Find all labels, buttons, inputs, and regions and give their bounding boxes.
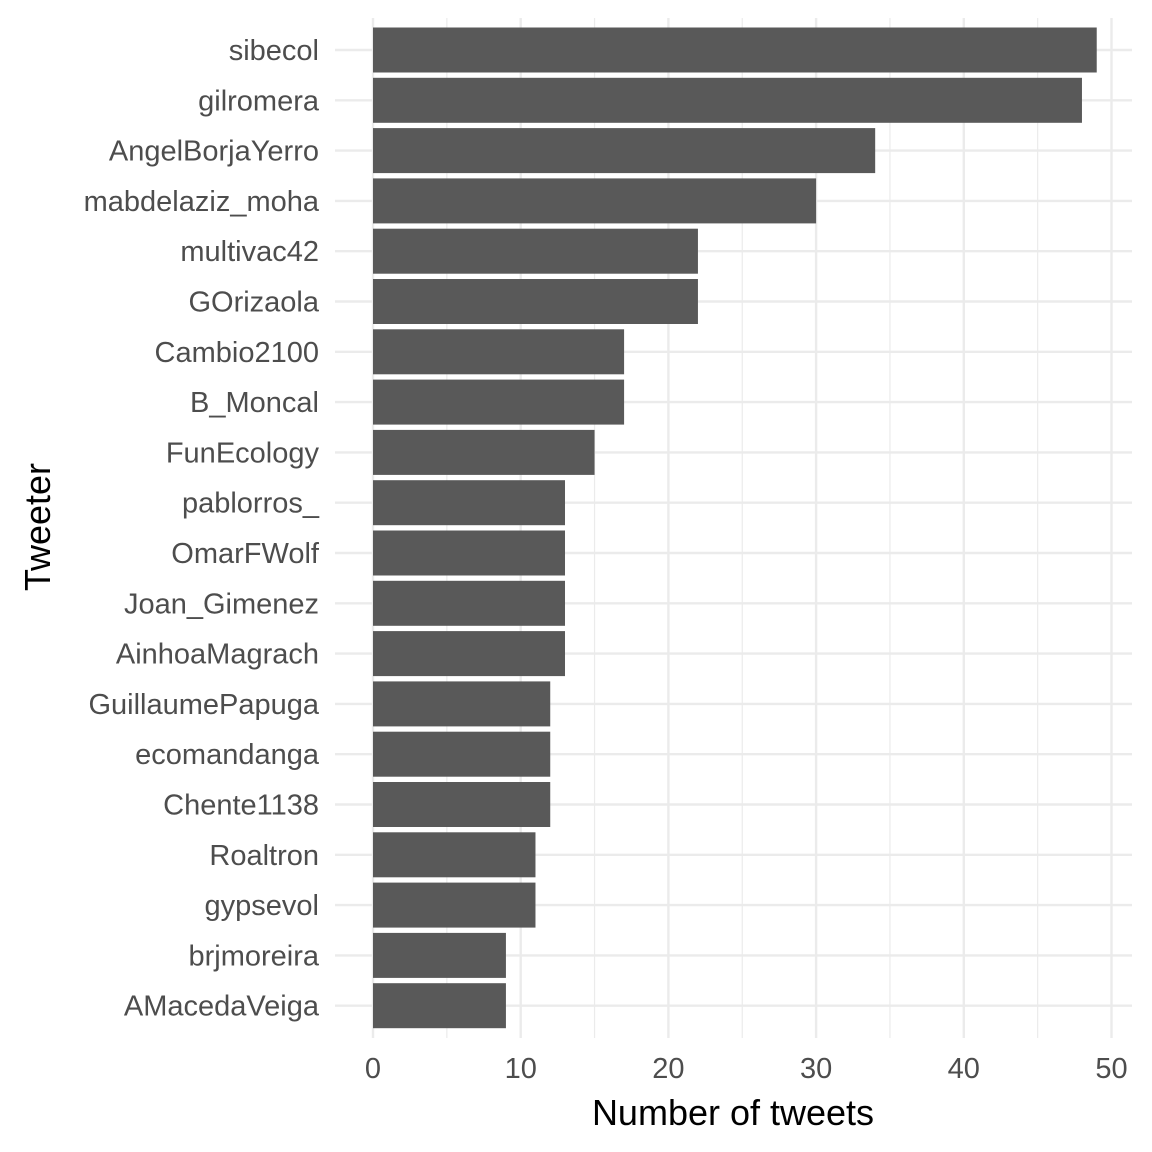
y-tick-label: gypsevol: [205, 890, 319, 922]
x-tick-label: 40: [948, 1053, 980, 1085]
bar: [373, 429, 595, 475]
y-tick-label: Chente1138: [163, 790, 319, 822]
bar: [373, 178, 817, 224]
y-tick-label: mabdelaziz_moha: [84, 186, 320, 218]
bars: [373, 27, 1097, 1029]
x-tick-label: 0: [365, 1053, 381, 1085]
bar: [373, 228, 698, 274]
bar: [373, 932, 506, 978]
x-axis-title: Number of tweets: [592, 1092, 874, 1133]
bar: [373, 631, 566, 677]
bar: [373, 731, 551, 777]
bar: [373, 782, 551, 827]
y-tick-label: AngelBorjaYerro: [109, 136, 319, 168]
bar: [373, 27, 1097, 73]
bar: [373, 279, 698, 324]
y-tick-label: pablorros_: [182, 488, 320, 520]
bar: [373, 530, 566, 576]
x-tick-label: 10: [505, 1053, 537, 1085]
y-tick-label: OmarFWolf: [171, 538, 320, 570]
y-tick-label: GOrizaola: [188, 287, 319, 319]
x-tick-label: 20: [652, 1053, 684, 1085]
x-tick-label: 30: [800, 1053, 832, 1085]
y-tick-label: ecomandanga: [135, 739, 320, 771]
y-tick-label: GuillaumePapuga: [88, 689, 319, 721]
bar: [373, 832, 536, 878]
bar: [373, 480, 566, 526]
y-axis-title: Tweeter: [17, 463, 58, 591]
bar: [373, 882, 536, 928]
y-tick-labels: sibecol gilromera AngelBorjaYerro mabdelazi…: [84, 35, 320, 1023]
y-tick-label: FunEcology: [166, 437, 320, 469]
y-tick-label: Cambio2100: [155, 337, 319, 369]
bar: [373, 329, 625, 375]
y-tick-label: brjmoreira: [188, 940, 319, 972]
y-tick-label: gilromera: [198, 85, 320, 117]
x-tick-labels: 0 10 20 30 40 50: [365, 1053, 1128, 1085]
bar: [373, 983, 506, 1029]
bar: [373, 681, 551, 727]
y-tick-label: Roaltron: [209, 840, 319, 872]
y-tick-label: AMacedaVeiga: [124, 991, 320, 1023]
y-tick-label: Joan_Gimenez: [124, 588, 319, 620]
y-tick-label: sibecol: [229, 35, 319, 67]
bar: [373, 379, 625, 425]
bar: [373, 128, 876, 174]
x-tick-label: 50: [1095, 1053, 1127, 1085]
y-tick-label: multivac42: [180, 236, 319, 268]
y-tick-label: B_Moncal: [190, 387, 319, 419]
bar: [373, 77, 1082, 123]
y-tick-label: AinhoaMagrach: [116, 639, 319, 671]
bar: [373, 580, 566, 626]
